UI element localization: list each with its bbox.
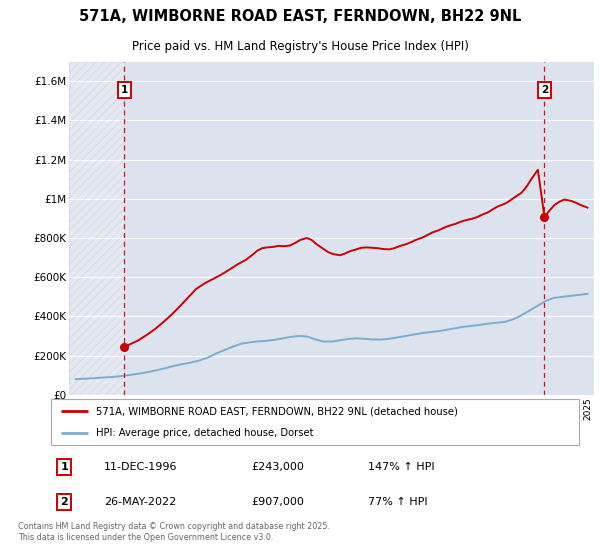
Text: 1: 1 xyxy=(121,85,128,95)
Text: 26-MAY-2022: 26-MAY-2022 xyxy=(104,497,176,507)
Text: 571A, WIMBORNE ROAD EAST, FERNDOWN, BH22 9NL: 571A, WIMBORNE ROAD EAST, FERNDOWN, BH22… xyxy=(79,9,521,24)
Bar xyxy=(69,62,124,395)
Text: 1: 1 xyxy=(61,462,68,472)
Text: 77% ↑ HPI: 77% ↑ HPI xyxy=(368,497,427,507)
Text: £907,000: £907,000 xyxy=(251,497,305,507)
Text: Price paid vs. HM Land Registry's House Price Index (HPI): Price paid vs. HM Land Registry's House … xyxy=(131,40,469,53)
Text: 2: 2 xyxy=(541,85,548,95)
Text: 11-DEC-1996: 11-DEC-1996 xyxy=(104,462,178,472)
Text: Contains HM Land Registry data © Crown copyright and database right 2025.
This d: Contains HM Land Registry data © Crown c… xyxy=(18,522,330,542)
Text: 571A, WIMBORNE ROAD EAST, FERNDOWN, BH22 9NL (detached house): 571A, WIMBORNE ROAD EAST, FERNDOWN, BH22… xyxy=(96,406,458,416)
Text: 147% ↑ HPI: 147% ↑ HPI xyxy=(368,462,434,472)
Text: £243,000: £243,000 xyxy=(251,462,305,472)
Text: HPI: Average price, detached house, Dorset: HPI: Average price, detached house, Dors… xyxy=(96,428,313,438)
Text: 2: 2 xyxy=(61,497,68,507)
FancyBboxPatch shape xyxy=(51,399,579,445)
